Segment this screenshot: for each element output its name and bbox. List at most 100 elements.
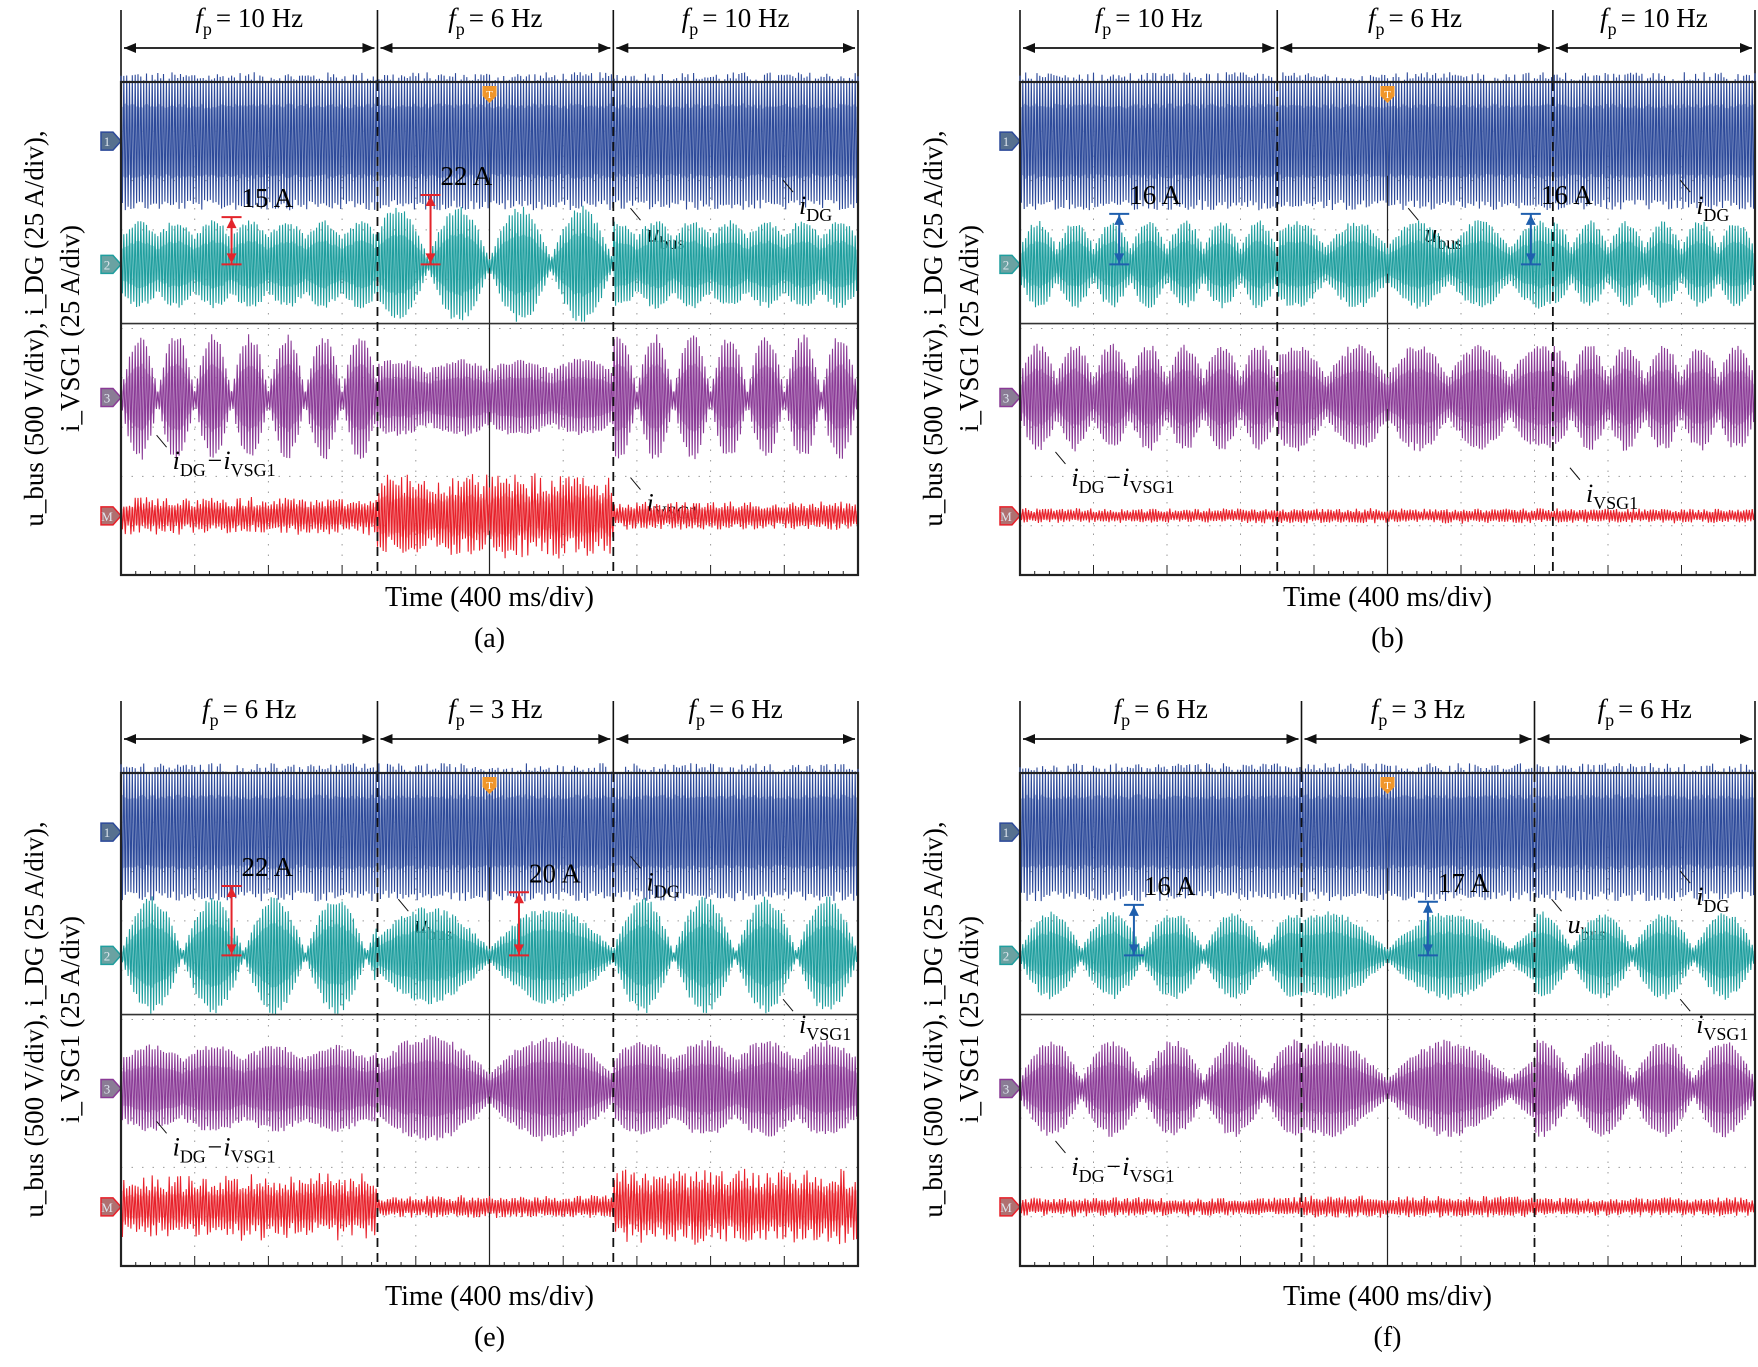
- trace-label: iVSG1: [799, 1010, 851, 1044]
- channel-marker-label: 3: [1003, 1082, 1010, 1097]
- trace-i-vsg1: 3 iVSG1: [999, 998, 1756, 1138]
- y-axis-label: u_bus (500 V/div), i_DG (25 A/div), i_VSG…: [19, 130, 85, 526]
- frequency-segments: fp = 10 Hz fp = 6 Hz fp = 10 Hz: [120, 3, 859, 82]
- arrow-head-left-icon: [380, 734, 393, 744]
- channel-marker: 2: [100, 254, 123, 275]
- channel-marker-label: 1: [104, 134, 111, 149]
- trace-label-symbol: −i: [206, 446, 231, 475]
- trace-label-leader: [1679, 179, 1691, 193]
- trace-label-leader: [397, 898, 409, 912]
- channel-marker-icon: [100, 1078, 123, 1099]
- trace-label-leader: [1407, 207, 1419, 221]
- segment-label-symbol: f: [1600, 3, 1611, 33]
- trace-label-symbol: i: [173, 1132, 180, 1161]
- frequency-segments: fp = 10 Hz fp = 6 Hz fp = 10 Hz: [1019, 3, 1756, 82]
- arrow-head-left-icon: [380, 43, 393, 53]
- channel-marker: 2: [100, 945, 123, 966]
- trigger-icon: [1380, 777, 1395, 794]
- channel-marker-icon: [100, 254, 123, 275]
- channel-marker-icon: [100, 131, 123, 151]
- channel-marker-icon: [100, 1197, 123, 1217]
- channel-marker: M: [999, 1197, 1022, 1217]
- segment-label: fp = 6 Hz: [1114, 694, 1208, 730]
- trace-i-dg: 2 iDG: [100, 855, 859, 1015]
- segment-label-value: = 6 Hz: [223, 694, 297, 724]
- trace-label: iDG: [646, 867, 679, 901]
- arrow-down-icon: [425, 253, 436, 264]
- trace-label-sub: VSG1: [1593, 493, 1638, 513]
- trace-label: iDG−iVSG1: [173, 1132, 276, 1166]
- y-axis-label-line2: i_VSG1 (25 A/div): [954, 225, 984, 432]
- arrow-head-right-icon: [362, 734, 375, 744]
- channel-marker-icon: [100, 387, 123, 408]
- segment-label-value: = 10 Hz: [702, 3, 789, 33]
- trace-label: iDG: [1696, 191, 1729, 225]
- trace-waveform: [120, 763, 859, 902]
- channel-marker: M: [999, 506, 1022, 526]
- trace-label-symbol: i: [799, 1010, 806, 1039]
- segment-label-symbol: f: [448, 3, 459, 33]
- trace-label: iDG−iVSG1: [1071, 1152, 1174, 1186]
- arrow-head-right-icon: [843, 43, 855, 53]
- annotation-value: 17 A: [1438, 868, 1490, 898]
- segment-label-sub: p: [1121, 710, 1130, 730]
- frequency-segments: fp = 6 Hz fp = 3 Hz fp = 6 Hz: [120, 694, 859, 773]
- arrow-up-icon: [226, 886, 237, 897]
- trace-label-leader: [1055, 451, 1066, 465]
- y-axis-label-line1: u_bus (500 V/div), i_DG (25 A/div),: [918, 130, 948, 526]
- annotation-value: 16 A: [1129, 180, 1181, 210]
- trigger-label: T: [1384, 89, 1391, 101]
- arrow-head-right-icon: [362, 43, 375, 53]
- arrow-head-left-icon: [1023, 734, 1035, 744]
- panel-label: (b): [1371, 623, 1404, 654]
- trace-label-sub: DG: [180, 1146, 206, 1166]
- arrow-head-right-icon: [598, 734, 611, 744]
- channel-marker-label: 2: [104, 257, 111, 272]
- trace-waveform: [120, 205, 859, 322]
- segment-label-symbol: f: [1114, 694, 1125, 724]
- annotation-value: 15 A: [242, 183, 294, 213]
- segment-label-sub: p: [456, 19, 465, 39]
- channel-marker: 3: [100, 387, 123, 408]
- trace-label-symbol: i: [1696, 1010, 1703, 1039]
- channel-marker-label: 2: [104, 948, 111, 963]
- segment-label-sub: p: [1375, 19, 1384, 39]
- segment-label: fp = 3 Hz: [448, 694, 542, 730]
- arrow-head-right-icon: [843, 734, 855, 744]
- trigger-icon: [482, 86, 497, 103]
- trigger-label: T: [1384, 780, 1391, 792]
- channel-marker-icon: [100, 945, 123, 966]
- segment-label-value: = 10 Hz: [1621, 3, 1708, 33]
- trace-label-leader: [630, 477, 641, 490]
- trace-waveform: [1019, 1039, 1756, 1138]
- amplitude-annotation: 16 A: [1123, 871, 1196, 957]
- y-axis-label: u_bus (500 V/div), i_DG (25 A/div), i_VSG…: [918, 130, 984, 526]
- segment-label-symbol: f: [682, 3, 693, 33]
- channel-marker-label: 2: [1003, 257, 1010, 272]
- segment-label: fp = 6 Hz: [448, 3, 542, 39]
- scope-frame: [1018, 80, 1757, 577]
- trace-label-leader: [1055, 1140, 1066, 1154]
- trace-envelope-fill: [1020, 240, 1755, 289]
- trace-label-symbol: i: [1696, 191, 1703, 220]
- trigger-marker: T: [1380, 86, 1395, 103]
- trace-envelope-fill: [121, 492, 858, 540]
- trace-waveform: [1019, 763, 1756, 902]
- annotation-value: 22 A: [242, 852, 294, 882]
- trace-label-leader: [1679, 998, 1691, 1012]
- trace-label-symbol: i: [799, 191, 806, 220]
- trace-label-sub: VSG1: [1703, 1024, 1748, 1044]
- arrow-head-right-icon: [1262, 43, 1275, 53]
- segment-label-sub: p: [210, 710, 219, 730]
- arrow-down-icon: [513, 944, 524, 955]
- trace-label-symbol: −i: [1105, 463, 1130, 492]
- channel-marker-icon: [999, 822, 1022, 842]
- trace-label-sub: DG: [180, 460, 206, 480]
- trace-label-sub: VSG1: [1129, 477, 1174, 497]
- channel-marker-label: 3: [104, 391, 111, 406]
